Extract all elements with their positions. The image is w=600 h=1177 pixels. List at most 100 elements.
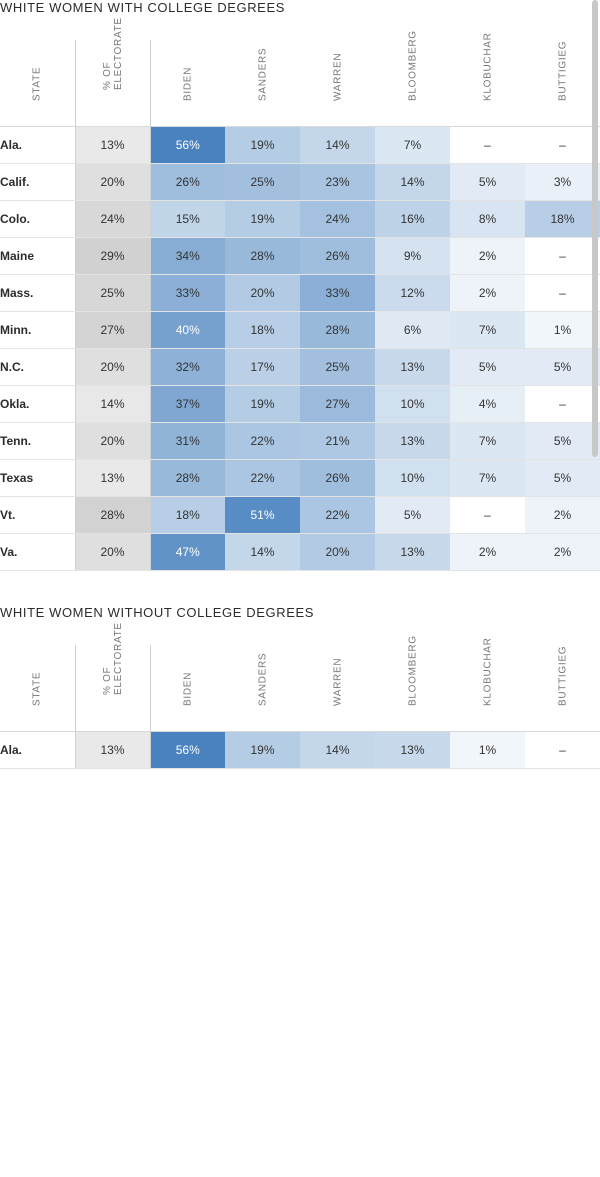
candidate-cell-sanders: 19% bbox=[225, 385, 300, 423]
column-header-biden: BIDEN bbox=[150, 40, 225, 127]
candidate-cell-warren: 22% bbox=[300, 496, 375, 534]
candidate-cell-buttigieg: 18% bbox=[525, 200, 600, 238]
electorate-cell: 20% bbox=[75, 533, 151, 571]
state-cell: Calif. bbox=[0, 163, 76, 201]
column-header-sanders: SANDERS bbox=[225, 40, 300, 127]
header-row: STATE % OF ELECTORATE BIDEN SANDERS WARREN BLO… bbox=[0, 622, 600, 732]
column-header-label: WARREN bbox=[332, 52, 343, 101]
candidate-cell-klobuchar: 8% bbox=[450, 200, 525, 238]
column-header-state: STATE bbox=[0, 645, 76, 732]
column-header-buttigieg: BUTTIGIEG bbox=[525, 40, 600, 127]
electorate-cell: 27% bbox=[75, 311, 151, 349]
electorate-cell: 20% bbox=[75, 348, 151, 386]
column-header-warren: WARREN bbox=[300, 40, 375, 127]
candidate-cell-klobuchar: – bbox=[450, 126, 525, 164]
candidate-cell-biden: 34% bbox=[150, 237, 225, 275]
electorate-cell: 13% bbox=[75, 459, 151, 497]
column-header-of-electorate: % OF ELECTORATE bbox=[75, 17, 151, 127]
candidate-cell-biden: 56% bbox=[150, 126, 225, 164]
candidate-cell-sanders: 20% bbox=[225, 274, 300, 312]
candidate-cell-klobuchar: 5% bbox=[450, 348, 525, 386]
candidate-cell-warren: 28% bbox=[300, 311, 375, 349]
candidate-cell-bloomberg: 14% bbox=[375, 163, 450, 201]
state-cell: Tenn. bbox=[0, 422, 76, 460]
column-header-label: BIDEN bbox=[182, 66, 194, 101]
candidate-cell-buttigieg: 5% bbox=[525, 459, 600, 497]
candidate-cell-sanders: 22% bbox=[225, 422, 300, 460]
candidate-cell-buttigieg: 2% bbox=[525, 533, 600, 571]
vertical-scrollbar[interactable] bbox=[592, 0, 598, 457]
candidate-cell-warren: 25% bbox=[300, 348, 375, 386]
candidate-cell-bloomberg: 6% bbox=[375, 311, 450, 349]
column-header-label: SANDERS bbox=[257, 47, 268, 101]
candidate-cell-bloomberg: 13% bbox=[375, 422, 450, 460]
candidate-cell-biden: 33% bbox=[150, 274, 225, 312]
candidate-cell-bloomberg: 10% bbox=[375, 459, 450, 497]
candidate-cell-klobuchar: 7% bbox=[450, 459, 525, 497]
candidate-cell-sanders: 25% bbox=[225, 163, 300, 201]
candidate-cell-klobuchar: 7% bbox=[450, 422, 525, 460]
candidate-cell-buttigieg: 1% bbox=[525, 311, 600, 349]
candidate-cell-klobuchar: 2% bbox=[450, 237, 525, 275]
column-header-label: BIDEN bbox=[182, 671, 194, 706]
column-header-label: KLOBUCHAR bbox=[482, 32, 493, 101]
candidate-cell-biden: 47% bbox=[150, 533, 225, 571]
state-cell: Minn. bbox=[0, 311, 76, 349]
candidate-cell-bloomberg: 13% bbox=[375, 533, 450, 571]
state-cell: Va. bbox=[0, 533, 76, 571]
candidate-cell-biden: 18% bbox=[150, 496, 225, 534]
candidate-cell-biden: 28% bbox=[150, 459, 225, 497]
state-cell: Texas bbox=[0, 459, 76, 497]
table-row: Colo. 24% 15% 19% 24% 16% 8% 18% bbox=[0, 200, 600, 238]
column-header-state: STATE bbox=[0, 40, 76, 127]
candidate-cell-bloomberg: 13% bbox=[375, 731, 450, 769]
candidate-cell-warren: 26% bbox=[300, 237, 375, 275]
candidate-cell-sanders: 17% bbox=[225, 348, 300, 386]
candidate-cell-bloomberg: 9% bbox=[375, 237, 450, 275]
state-cell: Mass. bbox=[0, 274, 76, 312]
candidate-cell-warren: 14% bbox=[300, 126, 375, 164]
column-header-of-electorate: % OF ELECTORATE bbox=[75, 622, 151, 732]
candidate-cell-buttigieg: – bbox=[525, 385, 600, 423]
candidate-cell-bloomberg: 5% bbox=[375, 496, 450, 534]
results-table: STATE % OF ELECTORATE BIDEN SANDERS WARREN BLO… bbox=[0, 17, 600, 571]
column-header-label: WARREN bbox=[332, 657, 343, 706]
candidate-cell-klobuchar: 7% bbox=[450, 311, 525, 349]
table-row: N.C. 20% 32% 17% 25% 13% 5% 5% bbox=[0, 348, 600, 386]
column-header-label: % OF ELECTORATE bbox=[101, 622, 124, 695]
column-header-sanders: SANDERS bbox=[225, 645, 300, 732]
table-row: Calif. 20% 26% 25% 23% 14% 5% 3% bbox=[0, 163, 600, 201]
electorate-cell: 20% bbox=[75, 163, 151, 201]
table-row: Ala. 13% 56% 19% 14% 13% 1% – bbox=[0, 731, 600, 769]
candidate-cell-biden: 56% bbox=[150, 731, 225, 769]
electorate-cell: 13% bbox=[75, 126, 151, 164]
candidate-cell-biden: 26% bbox=[150, 163, 225, 201]
column-header-biden: BIDEN bbox=[150, 645, 225, 732]
candidate-cell-sanders: 18% bbox=[225, 311, 300, 349]
column-header-label: BLOOMBERG bbox=[407, 635, 418, 706]
candidate-cell-warren: 21% bbox=[300, 422, 375, 460]
column-header-label: SANDERS bbox=[257, 652, 268, 706]
electorate-cell: 24% bbox=[75, 200, 151, 238]
candidate-cell-klobuchar: 2% bbox=[450, 533, 525, 571]
candidate-cell-buttigieg: 3% bbox=[525, 163, 600, 201]
candidate-cell-sanders: 19% bbox=[225, 200, 300, 238]
candidate-cell-warren: 23% bbox=[300, 163, 375, 201]
candidate-cell-sanders: 19% bbox=[225, 126, 300, 164]
candidate-cell-buttigieg: – bbox=[525, 731, 600, 769]
column-header-buttigieg: BUTTIGIEG bbox=[525, 645, 600, 732]
candidate-cell-klobuchar: 2% bbox=[450, 274, 525, 312]
candidate-cell-buttigieg: – bbox=[525, 237, 600, 275]
table-row: Minn. 27% 40% 18% 28% 6% 7% 1% bbox=[0, 311, 600, 349]
candidate-cell-sanders: 51% bbox=[225, 496, 300, 534]
electorate-cell: 20% bbox=[75, 422, 151, 460]
electorate-cell: 28% bbox=[75, 496, 151, 534]
column-header-label: STATE bbox=[31, 66, 43, 101]
state-cell: Colo. bbox=[0, 200, 76, 238]
candidate-cell-warren: 24% bbox=[300, 200, 375, 238]
table-row: Va. 20% 47% 14% 20% 13% 2% 2% bbox=[0, 533, 600, 571]
candidate-cell-klobuchar: 4% bbox=[450, 385, 525, 423]
candidate-cell-bloomberg: 10% bbox=[375, 385, 450, 423]
candidate-cell-bloomberg: 16% bbox=[375, 200, 450, 238]
candidate-cell-sanders: 14% bbox=[225, 533, 300, 571]
